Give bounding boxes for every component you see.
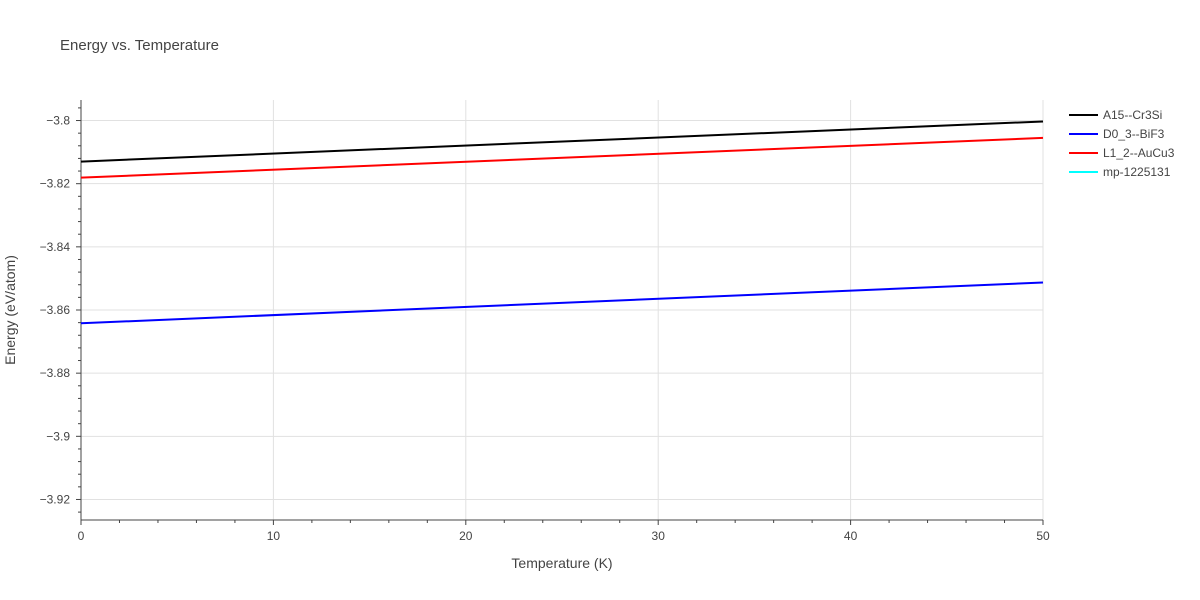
x-tick-label: 30 [652,529,666,543]
y-tick-label: −3.86 [40,303,71,317]
series-line-0 [80,120,1044,163]
legend-label: D0_3--BiF3 [1103,127,1165,141]
x-tick-label: 50 [1036,529,1050,543]
x-tick-label: 0 [78,529,85,543]
y-tick-label: −3.92 [40,492,71,506]
y-tick-label: −3.88 [40,366,71,380]
y-tick-label: −3.8 [46,114,70,128]
grid [81,100,1044,520]
legend-label: L1_2--AuCu3 [1103,146,1175,160]
x-tick-label: 20 [459,529,473,543]
series-line-1 [80,281,1044,325]
legend-label: mp-1225131 [1103,165,1171,179]
chart-title: Energy vs. Temperature [60,37,219,54]
y-axis-title: Energy (eV/atom) [2,255,18,365]
x-axis-title: Temperature (K) [511,555,612,571]
legend: A15--Cr3Si D0_3--BiF3 L1_2--AuCu3 mp-122513… [1069,108,1175,179]
series-lines [80,120,1044,325]
legend-label: A15--Cr3Si [1103,108,1162,122]
series-line-2 [80,136,1044,179]
x-tick-label: 40 [844,529,858,543]
y-tick-label: −3.84 [40,240,71,254]
y-tick-label: −3.82 [40,177,71,191]
x-tick-label: 10 [267,529,281,543]
axes: 0 10 20 30 40 50 −3.8 −3.82 −3.84 −3.86 −3.88 −3.9 −… [40,100,1050,543]
y-tick-label: −3.9 [46,429,70,443]
